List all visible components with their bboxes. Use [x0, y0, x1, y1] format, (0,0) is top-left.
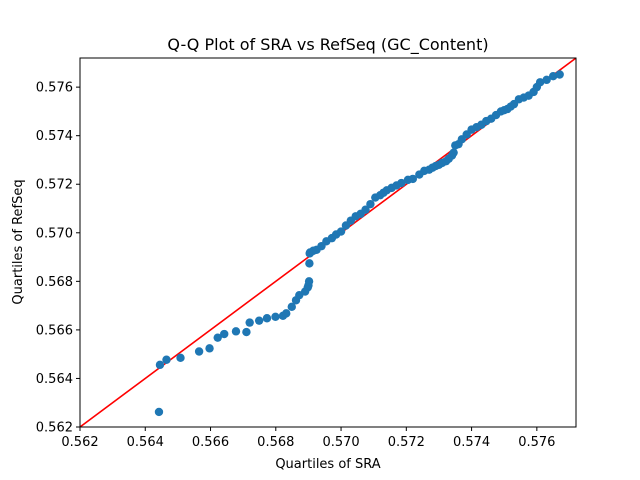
- y-tick-label: 0.562: [36, 421, 73, 436]
- data-point: [254, 316, 264, 325]
- data-point: [408, 174, 418, 184]
- y-tick-label: 0.574: [36, 129, 73, 144]
- data-point: [155, 360, 165, 370]
- x-tick-label: 0.562: [61, 435, 98, 450]
- data-point: [535, 78, 545, 87]
- data-point: [213, 333, 222, 342]
- x-tick-label: 0.564: [127, 435, 164, 450]
- data-point: [154, 407, 164, 417]
- y-axis-label: Quartiles of RefSeq: [11, 179, 26, 304]
- y-tick-label: 0.576: [36, 81, 73, 96]
- x-tick-label: 0.568: [257, 435, 294, 450]
- y-axis-ticks: 0.562 0.564 0.566 0.568 0.570 0.572 0.574 0.576: [36, 81, 80, 436]
- x-tick-label: 0.570: [322, 435, 359, 450]
- data-point: [176, 353, 185, 363]
- data-point: [271, 312, 280, 321]
- data-point: [282, 309, 291, 318]
- data-point: [555, 70, 564, 79]
- data-point: [162, 355, 171, 364]
- data-point: [205, 344, 214, 353]
- y-tick-label: 0.570: [36, 226, 73, 241]
- x-tick-label: 0.574: [453, 435, 490, 450]
- plot-frame: [79, 57, 577, 428]
- data-point: [220, 329, 229, 339]
- data-point: [262, 314, 272, 323]
- data-point: [449, 148, 458, 157]
- y-tick-label: 0.568: [36, 275, 73, 290]
- x-axis-label: Quartiles of SRA: [275, 457, 380, 472]
- data-point: [542, 75, 551, 85]
- x-tick-label: 0.566: [192, 435, 229, 450]
- data-point: [361, 205, 370, 214]
- chart-title: Q-Q Plot of SRA vs RefSeq (GC_Content): [167, 35, 488, 55]
- data-point: [336, 227, 346, 236]
- y-tick-label: 0.572: [36, 178, 73, 193]
- y-tick-label: 0.564: [36, 372, 73, 387]
- data-point: [305, 259, 314, 268]
- y-tick-label: 0.566: [36, 323, 73, 338]
- data-point: [548, 72, 558, 81]
- data-point: [231, 327, 241, 336]
- data-point: [242, 327, 251, 337]
- data-point: [304, 277, 314, 286]
- x-tick-label: 0.572: [388, 435, 425, 450]
- x-axis-ticks: 0.562 0.564 0.566 0.568 0.570 0.572 0.574 0.576: [61, 427, 555, 450]
- x-tick-label: 0.576: [518, 435, 555, 450]
- data-point: [287, 302, 296, 312]
- scatter-points: [154, 70, 564, 417]
- data-point: [194, 347, 204, 356]
- data-point: [397, 178, 406, 188]
- data-point: [366, 199, 375, 209]
- data-point: [245, 318, 254, 327]
